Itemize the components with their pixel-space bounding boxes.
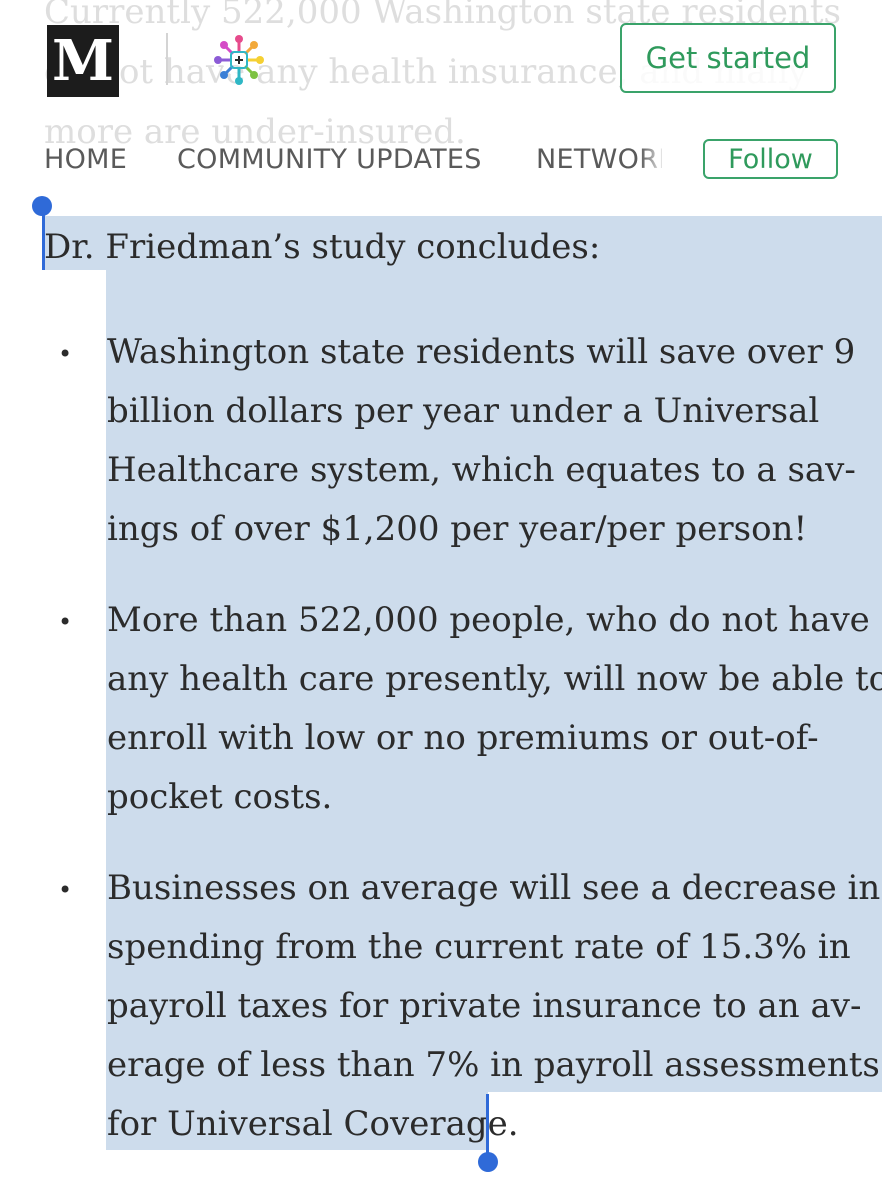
list-item-line: pocket costs. <box>107 777 333 817</box>
list-item-line: billion dollars per year under a Univers… <box>107 391 820 431</box>
list-item-line: for Universal Coverage. <box>107 1104 519 1144</box>
text-selection-highlight <box>106 1092 488 1150</box>
text-selection-highlight <box>106 270 882 1092</box>
bullet-marker: • <box>58 608 73 636</box>
list-item: Washington state residents will save ove… <box>107 323 856 559</box>
intro-paragraph: Dr. Friedman’s study concludes: <box>44 227 601 267</box>
list-item-line: Businesses on average will see a decreas… <box>107 868 881 908</box>
list-item-line: Healthcare system, which equates to a sa… <box>107 450 856 490</box>
list-item-line: spending from the current rate of 15.3% … <box>107 927 851 967</box>
get-started-button[interactable]: Get started <box>620 23 836 93</box>
text-selection-highlight <box>44 216 882 270</box>
list-item-line: enroll with low or no premiums or out-of… <box>107 718 819 758</box>
list-item-line: Washington state residents will save ove… <box>107 332 856 372</box>
bullet-marker: • <box>58 876 73 904</box>
list-item-line: payroll taxes for private insurance to a… <box>107 986 862 1026</box>
publication-nav: HOME COMMUNITY UPDATES NETWORK Follow <box>0 130 882 198</box>
selection-end-handle[interactable] <box>478 1152 498 1172</box>
list-item: Businesses on average will see a decreas… <box>107 859 881 1154</box>
top-bar: M Get started <box>0 0 882 130</box>
bullet-marker: • <box>58 340 73 368</box>
nav-home[interactable]: HOME <box>44 144 128 175</box>
list-item-line: erage of less than 7% in payroll assessm… <box>107 1045 880 1085</box>
medium-logo[interactable]: M <box>47 25 119 97</box>
selection-end-caret <box>486 1094 489 1156</box>
nav-fade <box>640 138 666 186</box>
follow-button[interactable]: Follow <box>703 139 838 179</box>
people-circle-logo-icon[interactable] <box>212 33 266 87</box>
header-divider <box>166 33 168 85</box>
background-text-line: more are under-insured. <box>44 112 466 152</box>
selection-start-caret <box>42 210 45 270</box>
nav-community-updates[interactable]: COMMUNITY UPDATES <box>177 144 482 175</box>
list-item: More than 522,000 people, who do not hav… <box>107 591 882 827</box>
list-item-line: More than 522,000 people, who do not hav… <box>107 600 870 640</box>
list-item-line: any health care presently, will now be a… <box>107 659 882 699</box>
selection-start-handle[interactable] <box>32 196 52 216</box>
list-item-line: ings of over $1,200 per year/per person! <box>107 509 808 549</box>
